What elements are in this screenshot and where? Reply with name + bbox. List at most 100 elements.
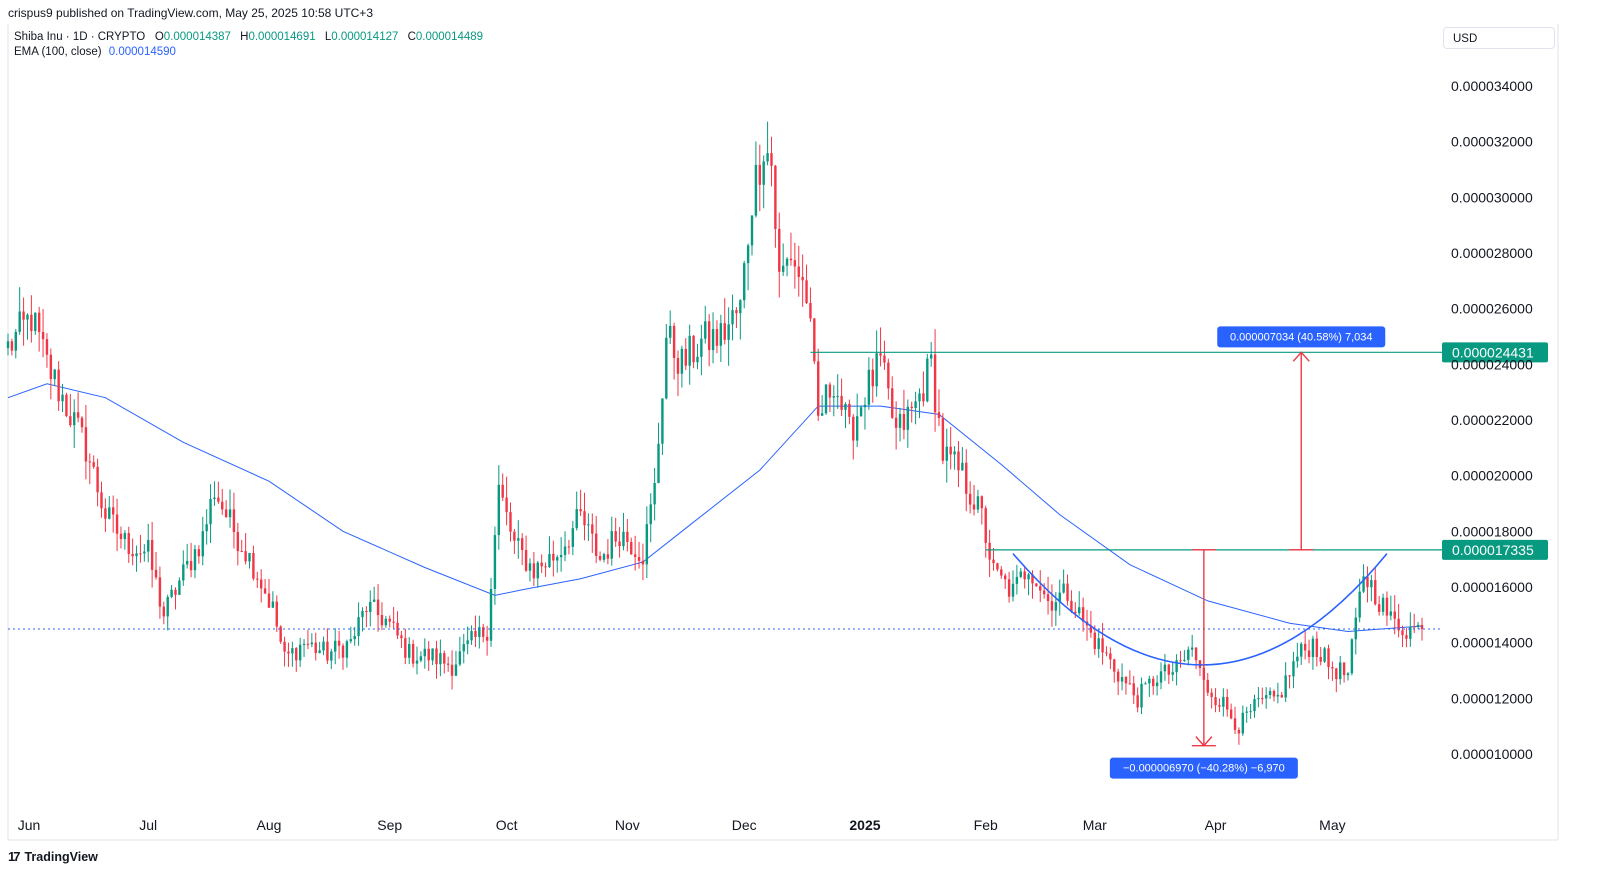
candle-body (1315, 638, 1319, 658)
candle-body (18, 311, 21, 332)
candle-body (933, 354, 937, 413)
candle-body (1229, 709, 1233, 719)
candle-body (657, 443, 660, 483)
candle-body (1144, 683, 1147, 685)
x-tick-label: May (1319, 817, 1345, 833)
candle-body (750, 215, 754, 246)
candle-body (606, 554, 610, 559)
ema-line-layer (7, 383, 1423, 633)
candle-body (53, 369, 56, 380)
candle-body (836, 395, 839, 397)
measure-label-box (1109, 757, 1298, 779)
candle-body (1019, 571, 1022, 577)
annotations-layer: 0.000024431 0.000017335 −0.000006970 (−40.… (8, 326, 1548, 779)
candle-body (1323, 648, 1326, 662)
candle-body (224, 509, 228, 518)
candle-body (1124, 677, 1128, 684)
candle-body (1132, 683, 1135, 696)
candle-body (271, 601, 275, 608)
candle-body (618, 541, 621, 547)
candle-body (610, 531, 613, 559)
candle-body (891, 388, 894, 418)
candle-body (314, 642, 317, 654)
candle-body (61, 394, 64, 402)
candle-body (6, 341, 10, 349)
candle-body (1257, 698, 1260, 700)
candle-body (131, 553, 134, 557)
y-tick-label: 0.000010000 (1451, 746, 1533, 762)
candle-body (493, 535, 497, 589)
candle-body (217, 497, 220, 502)
tradingview-footer: 17 TradingView (8, 849, 98, 864)
level-price-label: 0.000024431 (1452, 344, 1534, 360)
candle-body (1385, 597, 1389, 616)
price-axis[interactable]: 0.000010000 0.000012000 0.000014000 0.00001… (1451, 78, 1533, 762)
currency-button[interactable]: USD (1443, 27, 1555, 49)
candle-body (49, 354, 53, 380)
candle-body (727, 324, 730, 340)
time-axis[interactable]: Jun Jul Aug Sep Oct Nov Dec 2025 Feb Mar Apr May (18, 817, 1346, 833)
candle-body (213, 497, 216, 500)
candle-body (275, 601, 278, 627)
candle-body (789, 258, 793, 261)
candle-body (754, 164, 758, 216)
candle-body (1097, 638, 1100, 649)
candle-body (661, 398, 664, 444)
candle-body (1284, 675, 1287, 698)
candle-body (454, 664, 458, 676)
candle-body (22, 311, 25, 320)
x-tick-label: Jul (139, 817, 157, 833)
candle-body (57, 369, 60, 402)
candle-body (209, 499, 212, 525)
candle-body (996, 563, 999, 570)
candle-body (680, 348, 684, 374)
candle-body (1237, 729, 1241, 734)
candle-body (30, 314, 33, 332)
candle-body (1405, 635, 1408, 639)
candle-body (513, 531, 516, 541)
open-label: O (154, 31, 164, 43)
candle-body (704, 321, 707, 339)
candle-body (1058, 592, 1061, 603)
candle-body (1198, 660, 1202, 669)
candle-body (283, 641, 286, 652)
candle-body (758, 164, 762, 185)
candle-body (185, 560, 189, 565)
high-value: 0.000014691 (248, 31, 316, 43)
candle-body (178, 580, 181, 595)
y-tick-label: 0.000034000 (1451, 78, 1533, 94)
candle-body (1140, 683, 1143, 708)
candle-body (992, 559, 995, 564)
candle-body (571, 528, 575, 547)
candle-body (781, 265, 785, 272)
candle-body (384, 618, 388, 626)
ema-label[interactable]: EMA (100, close) (14, 46, 102, 58)
candle-body (80, 417, 84, 428)
candle-body (1218, 705, 1221, 707)
candle-body (252, 553, 255, 579)
candle-body (1303, 643, 1307, 651)
candle-body (404, 638, 407, 658)
candle-body (1222, 696, 1225, 707)
candle-body (267, 593, 271, 608)
x-tick-label: Apr (1205, 817, 1227, 833)
candle-body (248, 553, 251, 562)
candle-body (1296, 656, 1299, 662)
candle-body (380, 615, 384, 626)
candle-body (478, 627, 481, 638)
candle-body (898, 414, 902, 428)
candle-body (844, 403, 847, 410)
candle-body (945, 446, 948, 461)
candle-body (1416, 624, 1420, 628)
candle-body (14, 331, 17, 351)
candle-body (672, 325, 676, 359)
candle-body (158, 577, 162, 607)
candle-body (1342, 662, 1346, 676)
level-price-tag (1442, 539, 1548, 560)
x-tick-label: Sep (377, 817, 402, 833)
symbol-label[interactable]: Shiba Inu · 1D · CRYPTO (14, 31, 146, 43)
candle-body (1183, 659, 1186, 662)
candle-body (532, 563, 536, 579)
candle-body (914, 401, 917, 408)
